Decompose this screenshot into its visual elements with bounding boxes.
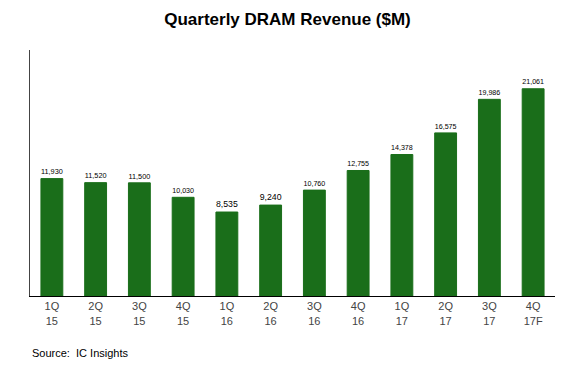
svg-text:9,240: 9,240 (260, 192, 282, 202)
svg-text:14,378: 14,378 (391, 144, 413, 152)
svg-text:19,986: 19,986 (478, 89, 500, 97)
svg-text:Source: IC Insights: Source: IC Insights (32, 347, 128, 359)
svg-text:2Q17: 2Q17 (438, 300, 453, 326)
svg-text:21,061: 21,061 (522, 78, 544, 86)
svg-text:10,030: 10,030 (172, 187, 194, 195)
svg-text:3Q17: 3Q17 (482, 300, 497, 326)
svg-text:1Q16: 1Q16 (220, 300, 235, 326)
svg-text:Quarterly DRAM Revenue ($M): Quarterly DRAM Revenue ($M) (164, 10, 411, 29)
svg-text:11,520: 11,520 (85, 171, 107, 180)
svg-text:1Q15: 1Q15 (45, 300, 60, 326)
svg-text:2Q16: 2Q16 (263, 300, 278, 326)
svg-text:1Q17: 1Q17 (395, 300, 410, 326)
svg-text:10,760: 10,760 (303, 180, 325, 188)
svg-text:3Q16: 3Q16 (307, 300, 322, 326)
svg-text:16,575: 16,575 (435, 123, 457, 131)
svg-text:3Q15: 3Q15 (132, 300, 147, 326)
svg-text:4Q16: 4Q16 (351, 300, 366, 326)
svg-text:8,535: 8,535 (216, 199, 238, 209)
svg-text:2Q15: 2Q15 (88, 300, 103, 326)
svg-text:11,500: 11,500 (128, 172, 150, 181)
svg-text:11,930: 11,930 (41, 167, 63, 176)
svg-text:4Q17F: 4Q17F (524, 300, 543, 326)
svg-text:12,755: 12,755 (347, 160, 369, 168)
svg-text:4Q15: 4Q15 (176, 300, 191, 326)
